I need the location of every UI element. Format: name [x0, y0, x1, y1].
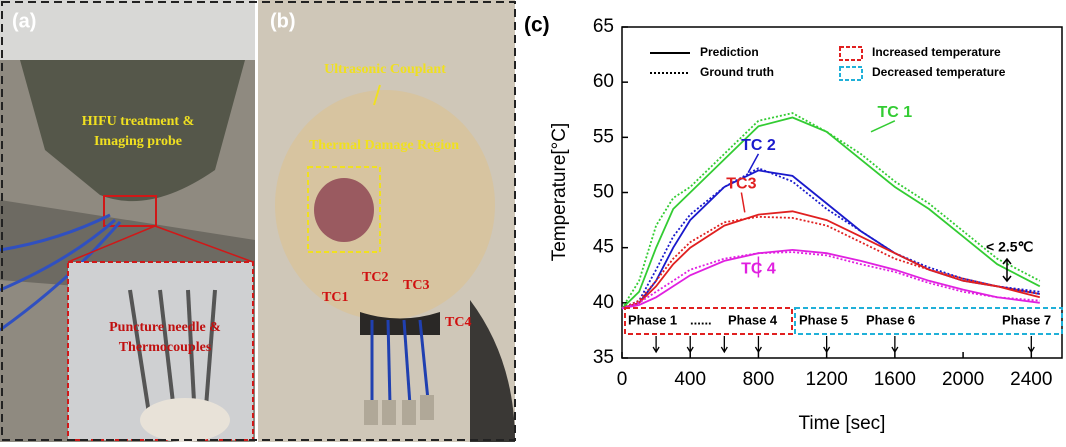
phase-arrow [755, 336, 761, 352]
series-line [622, 168, 1040, 308]
x-tick-label: 800 [743, 369, 775, 390]
y-tick-label: 65 [593, 16, 614, 37]
y-tick-label: 40 [593, 292, 614, 313]
series-label: TC3 [726, 176, 756, 193]
phase-label: Phase 5 [799, 312, 848, 327]
y-tick-label: 55 [593, 126, 614, 147]
series-pointer [871, 121, 895, 132]
tc-label: TC1 [322, 290, 348, 305]
damage-label: Thermal Damage Region [309, 138, 459, 153]
phase-label: Phase 4 [728, 312, 778, 327]
annotation: < 2.5℃ [986, 239, 1034, 255]
legend-label: Decreased temperature [872, 65, 1006, 79]
series-label: TC 1 [878, 104, 913, 121]
series-line [622, 252, 1040, 308]
legend-label: Increased temperature [872, 45, 1001, 59]
x-tick-label: 400 [674, 369, 706, 390]
legend-box [840, 67, 862, 80]
inset-text: Puncture needle & [109, 320, 221, 335]
phase-label: Phase 7 [1002, 312, 1051, 327]
probe-text: Imaging probe [94, 134, 182, 149]
phase-arrow [824, 336, 830, 352]
phase-arrow [892, 336, 898, 352]
y-tick-label: 45 [593, 237, 614, 258]
phase-label: ...... [690, 312, 712, 327]
x-tick-label: 0 [617, 369, 628, 390]
tc-label: TC4 [445, 315, 471, 330]
tc-label: TC3 [403, 278, 429, 293]
series-pointer [748, 154, 758, 173]
phase-label: Phase 6 [866, 312, 915, 327]
phase-arrow [721, 336, 727, 352]
legend-box [840, 47, 862, 60]
x-tick-label: 2400 [1010, 369, 1052, 390]
x-axis-label: Time [sec] [799, 413, 886, 434]
figure: (a) HIFU treatment & Imaging probe Punct… [0, 0, 1066, 442]
panel-label: (a) [12, 10, 36, 32]
panel-label: (c) [524, 14, 550, 37]
couplant-label: Ultrasonic Couplant [324, 62, 446, 77]
y-tick-label: 35 [593, 347, 614, 368]
y-axis-label: Temperature[°C] [549, 123, 570, 262]
phase-label: Phase 1 [628, 312, 677, 327]
y-tick-label: 60 [593, 71, 614, 92]
y-tick-label: 50 [593, 182, 614, 203]
series-label: TC 2 [741, 137, 776, 154]
probe-text: HIFU treatment & [82, 114, 195, 129]
photo-a [0, 0, 255, 442]
phase-arrow [653, 336, 659, 352]
phase-arrow [1028, 336, 1034, 352]
inset-text: Thermocouples [119, 340, 212, 355]
x-tick-label: 1600 [874, 369, 916, 390]
phase-arrow [687, 336, 693, 352]
x-tick-label: 1200 [806, 369, 848, 390]
x-tick-label: 2000 [942, 369, 984, 390]
series-pointer [741, 193, 744, 213]
panel-label: (b) [270, 10, 296, 32]
legend-label: Prediction [700, 45, 759, 59]
tc-label: TC2 [362, 270, 388, 285]
legend-label: Ground truth [700, 65, 774, 79]
series-line [622, 250, 1040, 309]
